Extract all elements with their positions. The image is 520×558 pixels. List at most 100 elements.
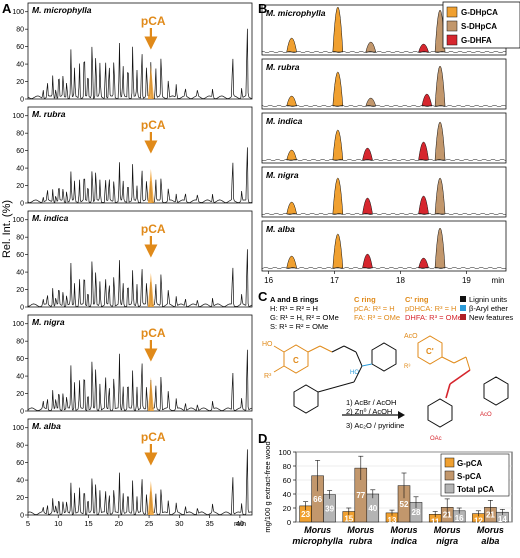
- bar-data-label: 21: [486, 511, 495, 520]
- panel-b-legend: G-DHpCA S-DHpCA G-DHFA: [442, 1, 520, 49]
- legend-new: New features: [469, 313, 513, 322]
- svg-text:R¹: R¹: [478, 373, 484, 379]
- svg-text:A: A: [436, 410, 442, 419]
- bar-data-label: 12: [474, 517, 483, 526]
- category-label-2: microphylla: [292, 536, 343, 546]
- svg-text:OAc: OAc: [430, 436, 442, 442]
- y-tick-label: 0: [20, 97, 24, 104]
- panel-a-letter: A: [2, 1, 12, 16]
- bar-data-label: 40: [368, 504, 377, 513]
- x-tick-label: 5: [26, 519, 30, 528]
- legend-label: G-DHpCA: [461, 8, 498, 17]
- x-tick-label: 30: [175, 519, 183, 528]
- legend-label: Total pCA: [457, 485, 494, 494]
- y-tick-label: 100: [12, 321, 24, 328]
- peak: [365, 41, 377, 53]
- y-tick-label: 20: [16, 79, 24, 86]
- panel-d-legend: G-pCA S-pCA Total pCA: [440, 453, 510, 497]
- y-tick-label: 0: [287, 518, 291, 527]
- category-label-1: Morus: [391, 525, 418, 535]
- peak: [286, 201, 297, 215]
- legend-swatch: [444, 483, 455, 494]
- y-tick-label: 40: [16, 62, 24, 69]
- chromatogram-frame: [27, 106, 253, 204]
- x-axis-label: min: [492, 276, 505, 285]
- peak: [332, 71, 344, 107]
- chromatogram-frame: [261, 58, 507, 110]
- bar-data-label: 16: [455, 514, 464, 523]
- species-label: M. microphylla: [32, 5, 92, 15]
- key-ab-title: A and B rings: [270, 295, 318, 304]
- svg-text:R¹: R¹: [280, 393, 286, 399]
- y-tick-label: 20: [16, 287, 24, 294]
- chromatogram-frame: [27, 210, 253, 308]
- y-tick-label: 40: [16, 478, 24, 485]
- legend-swatch: [444, 470, 455, 481]
- chromatogram-frame: [27, 2, 253, 100]
- panel-d-letter: D: [258, 431, 267, 446]
- chromatogram-trace: [27, 147, 252, 204]
- peak: [286, 37, 297, 53]
- peak: [362, 147, 373, 161]
- bar-data-label: 11: [431, 517, 440, 526]
- svg-text:O: O: [336, 338, 342, 345]
- y-tick-label: 40: [16, 166, 24, 173]
- legend-swatch: [446, 6, 458, 18]
- chromatogram-frame: [261, 166, 507, 218]
- baseline: [261, 158, 507, 162]
- y-tick-label: 80: [16, 339, 24, 346]
- chromatogram-trace: [27, 349, 252, 412]
- x-tick-label: 15: [84, 519, 92, 528]
- y-tick-label: 0: [20, 513, 24, 520]
- species-label: M. rubra: [32, 109, 66, 119]
- key-cp-title: C' ring: [405, 295, 429, 304]
- category-label-1: Morus: [347, 525, 374, 535]
- y-tick-label: 80: [16, 443, 24, 450]
- pca-peak: [147, 273, 154, 307]
- plus-sign: +: [470, 383, 476, 395]
- category-label-2: indica: [391, 536, 417, 546]
- panel-a-chromatograms: 0 20 40 60 80 100 pCA M. microphylla 0 20 40 60 80 10…: [12, 2, 253, 528]
- pca-label: pCA: [141, 118, 166, 132]
- species-label: M. nigra: [32, 317, 65, 327]
- chromatogram-frame: [27, 314, 253, 412]
- legend-swatch: [446, 20, 458, 32]
- legend-label: G-DHFA: [461, 36, 492, 45]
- peak: [332, 129, 344, 161]
- y-tick-label: 20: [16, 183, 24, 190]
- key-ab-s: S: R¹ = R² = OMe: [270, 322, 328, 331]
- x-axis-label: min: [234, 519, 246, 528]
- key-cp-pdhca: pDHCA: R³ = H: [405, 304, 456, 313]
- y-tick-label: 100: [12, 217, 24, 224]
- baseline: [261, 104, 507, 108]
- species-label: M. indica: [32, 213, 69, 223]
- chromatogram-frame: [261, 220, 507, 272]
- y-tick-label: 100: [12, 9, 24, 16]
- peak: [418, 43, 429, 53]
- bar-data-label: 15: [344, 515, 353, 524]
- step-1: 1) AcBr / AcOH: [346, 398, 396, 407]
- y-tick-label: 60: [16, 44, 24, 51]
- baseline: [261, 266, 507, 270]
- svg-text:HO: HO: [350, 370, 359, 376]
- chromatogram-frame: [27, 418, 253, 516]
- panel-a-ylabel: Rel. Int. (%): [1, 200, 13, 258]
- peak: [362, 253, 373, 269]
- x-tick-label: 40: [236, 519, 244, 528]
- legend-swatch: [446, 34, 458, 46]
- structure-left: C HO R³ O B R¹ R² HO A R¹ O(H): [262, 338, 397, 414]
- chromatogram-trace: [27, 28, 252, 100]
- peak: [434, 122, 446, 161]
- bar-data-label: 52: [400, 500, 409, 509]
- chromatogram-frame: [261, 112, 507, 164]
- peak: [332, 6, 344, 53]
- legend-swatch: [444, 457, 455, 468]
- bar-data-label: 39: [325, 504, 334, 513]
- y-tick-label: 60: [16, 252, 24, 259]
- y-tick-label: 20: [283, 504, 291, 513]
- category-label-1: Morus: [434, 525, 461, 535]
- bar-data-label: 66: [313, 495, 322, 504]
- chromatogram-trace: [27, 449, 252, 515]
